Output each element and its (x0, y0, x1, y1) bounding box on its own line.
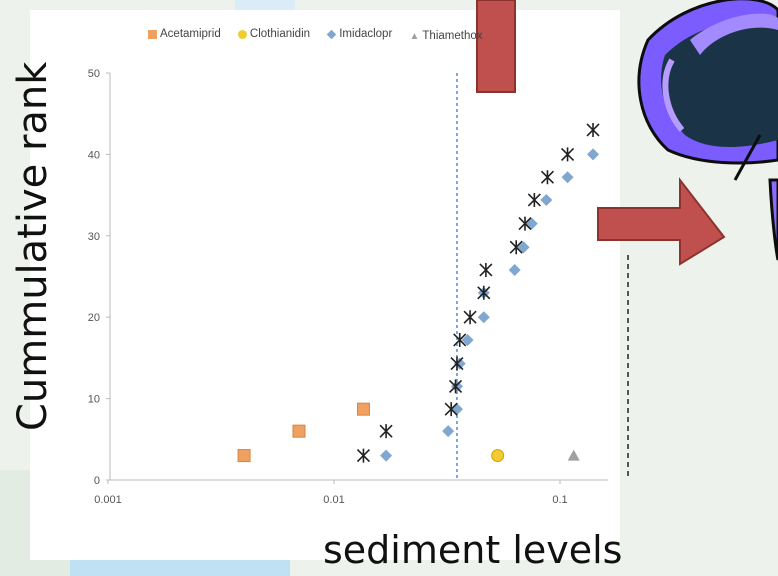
map-water (70, 555, 290, 576)
acetamiprid-point (292, 424, 306, 438)
y-tick-label: 0 (94, 475, 100, 487)
legend-label: Imidaclopr (339, 28, 393, 40)
legend-item-thiamethoxam: ▲ Thiamethox (410, 30, 483, 42)
down-arrow-shape (476, 0, 516, 93)
diamond-marker-icon (326, 29, 337, 39)
imidacloprid-point (450, 380, 463, 393)
cumulative-x-point (444, 402, 458, 417)
cumulative-x-point (463, 310, 477, 325)
legend-label: Thiamethox (422, 30, 483, 42)
map-water-top (235, 0, 295, 10)
cumulative-x-point (540, 170, 555, 185)
cumulative-x-point (477, 285, 491, 300)
x-tick-label: 0.001 (94, 494, 122, 506)
y-tick-label: 40 (88, 149, 100, 161)
square-marker-icon (148, 29, 157, 39)
imidacloprid-point (517, 241, 530, 254)
cumulative-x-point (479, 262, 493, 277)
cumulative-x-point (356, 448, 371, 463)
acetamiprid-point (237, 449, 251, 463)
imidacloprid-point (561, 171, 574, 184)
imidacloprid-point (508, 263, 521, 276)
circle-marker-icon (237, 29, 247, 39)
cumulative-x-point (509, 240, 523, 255)
y-tick-label: 50 (88, 68, 100, 80)
x-axis-title: sediment levels (323, 528, 623, 572)
legend-item-imidacloprid: Imidaclopr (326, 28, 393, 40)
cumulative-x-point (560, 147, 575, 162)
triangle-marker-icon: ▲ (409, 30, 420, 42)
cumulative-x-point (586, 122, 600, 137)
y-tick-label: 10 (88, 394, 100, 406)
thiamethoxam-point (567, 449, 580, 461)
x-tick-label: 0.01 (323, 494, 344, 506)
imidacloprid-point (442, 425, 455, 438)
y-tick-label: 20 (88, 312, 100, 324)
y-axis-title: Cummulative rank (10, 61, 56, 431)
acetamiprid-point (356, 402, 370, 416)
imidacloprid-point (461, 333, 474, 346)
cumulative-x-point (448, 379, 463, 394)
imidacloprid-point (540, 193, 553, 206)
legend-label: Clothianidin (249, 28, 311, 40)
cumulative-x-point (379, 424, 393, 439)
x-tick-label: 0.1 (552, 494, 567, 506)
imidacloprid-point (380, 449, 393, 462)
chart-panel (30, 10, 620, 560)
right-arrow-shape (597, 177, 726, 266)
legend-item-acetamiprid: Acetamiprid (148, 28, 221, 40)
chart-legend: Acetamiprid Clothianidin Imidaclopr ▲ Th… (148, 28, 497, 42)
clothianidin-point (491, 449, 505, 463)
cumulative-x-point (518, 216, 532, 231)
legend-item-clothianidin: Clothianidin (237, 28, 311, 40)
y-tick-label: 30 (88, 231, 100, 243)
cumulative-x-point (450, 356, 464, 371)
legend-label: Acetamiprid (160, 28, 221, 40)
scatter-plot: 0 10 20 30 40 50 0.001 0.01 0.1 (88, 68, 629, 506)
butterfly-illustration (637, 0, 778, 261)
cumulative-x-point (453, 332, 467, 347)
imidacloprid-point (587, 148, 600, 161)
imidacloprid-point (477, 311, 490, 324)
cumulative-x-point (527, 192, 541, 207)
